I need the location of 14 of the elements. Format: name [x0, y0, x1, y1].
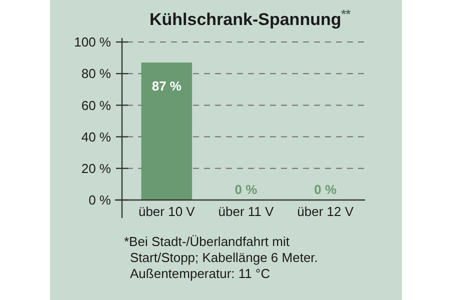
- y-tick-label: 0 %: [88, 192, 112, 208]
- chart-title: Kühlschrank-Spannung$^{**}$: [150, 7, 351, 29]
- y-tick-label: 80 %: [81, 66, 112, 82]
- x-tick-label: über 10 V: [138, 204, 196, 219]
- text: *Bei Stadt-/Überlandfahrt mit Start/Stopp; Kabellänge 6 Meter. Außentemperatur: 11 °C: [124, 234, 318, 281]
- data-label: 87 %: [152, 78, 182, 94]
- y-tick-label: 20 %: [81, 160, 112, 176]
- data-label: 0 %: [234, 182, 258, 197]
- x-tick-label: über 11 V: [218, 204, 274, 219]
- x-tick-label: über 12 V: [297, 204, 354, 219]
- y-tick-label: 40 %: [81, 129, 112, 144]
- data-label: 0 %: [314, 182, 337, 197]
- y-tick-label: 60 %: [81, 98, 112, 113]
- y-tick-label: 100 %: [74, 34, 112, 50]
